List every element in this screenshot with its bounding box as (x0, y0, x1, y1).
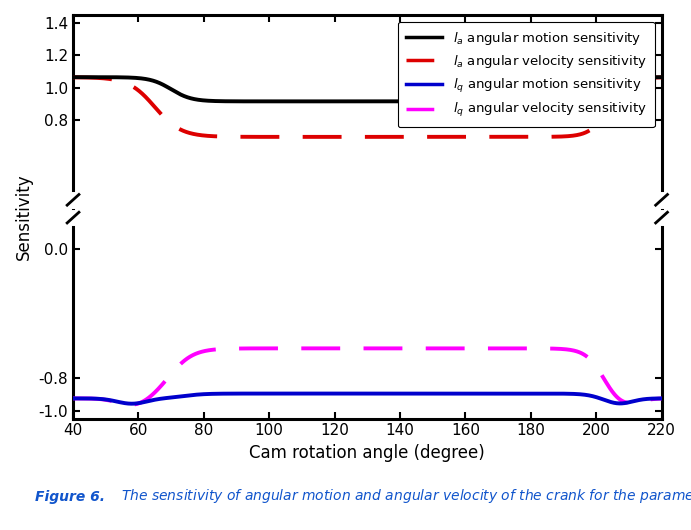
Text: Figure 6.: Figure 6. (35, 490, 104, 504)
Text: The sensitivity of angular motion and angular velocity of the crank for the para: The sensitivity of angular motion and an… (121, 488, 691, 507)
Y-axis label: Sensitivity: Sensitivity (15, 173, 33, 260)
X-axis label: Cam rotation angle (degree): Cam rotation angle (degree) (249, 444, 485, 462)
Legend: $l_a$ angular motion sensitivity, $l_a$ angular velocity sensitivity, $l_q$ angu: $l_a$ angular motion sensitivity, $l_a$ … (397, 22, 655, 127)
